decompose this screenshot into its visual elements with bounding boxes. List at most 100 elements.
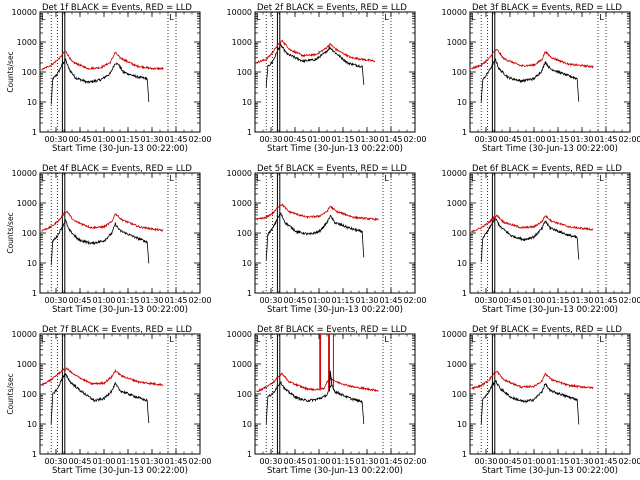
corner-marker: L (599, 174, 604, 183)
corner-marker: L (599, 335, 604, 344)
y-tick-label: 100 (452, 390, 467, 399)
corner-marker: L (471, 13, 476, 22)
y-tick-label: 10000 (227, 169, 252, 178)
x-axis-label: Start Time (30-Jun-13 00:22:00) (267, 305, 403, 315)
x-tick-label: 01:15 (116, 135, 139, 144)
x-axis-label: Start Time (30-Jun-13 00:22:00) (482, 144, 618, 154)
x-tick-label: 01:00 (92, 296, 115, 305)
y-tick-label: 1000 (447, 38, 467, 47)
x-tick-label: 02:00 (188, 457, 211, 466)
x-tick-label: 02:00 (618, 135, 640, 144)
y-tick-label: 100 (452, 229, 467, 238)
y-tick-label: 1 (247, 450, 252, 459)
panel-title: Det 3f BLACK = Events, RED = LLD (472, 3, 622, 13)
y-tick-label: 1000 (232, 38, 252, 47)
x-tick-label: 00:30 (44, 457, 67, 466)
y-tick-label: 1000 (232, 360, 252, 369)
y-tick-label: 1 (32, 289, 37, 298)
x-axis-label: Start Time (30-Jun-13 00:22:00) (482, 305, 618, 315)
x-tick-label: 01:00 (307, 296, 330, 305)
y-tick-label: 10 (457, 98, 467, 107)
x-tick-label: 01:45 (379, 296, 402, 305)
x-axis-label: Start Time (30-Jun-13 00:22:00) (267, 144, 403, 154)
corner-marker: L (471, 335, 476, 344)
x-tick-label: 00:45 (283, 296, 306, 305)
y-tick-label: 1000 (17, 38, 37, 47)
y-tick-label: 10000 (442, 169, 467, 178)
x-axis-label: Start Time (30-Jun-13 00:22:00) (52, 305, 188, 315)
x-tick-label: 00:45 (498, 135, 521, 144)
y-tick-label: 100 (22, 390, 37, 399)
x-tick-label: 01:00 (307, 457, 330, 466)
series-line-lld (471, 48, 594, 70)
y-tick-label: 1 (462, 289, 467, 298)
panel-title: Det 5f BLACK = Events, RED = LLD (257, 164, 407, 174)
x-tick-label: 01:15 (331, 296, 354, 305)
x-tick-label: 01:15 (546, 457, 569, 466)
y-axis-label: Counts/sec (6, 373, 15, 414)
series-line-events (480, 217, 580, 262)
y-axis-label: Counts/sec (6, 212, 15, 253)
x-tick-label: 00:30 (259, 296, 282, 305)
x-tick-label: 01:15 (116, 296, 139, 305)
y-tick-label: 1 (462, 128, 467, 137)
x-tick-label: 00:30 (474, 296, 497, 305)
x-tick-label: 01:15 (546, 135, 569, 144)
x-tick-label: 02:00 (403, 296, 426, 305)
x-tick-label: 01:15 (331, 457, 354, 466)
corner-marker: L (471, 174, 476, 183)
y-tick-label: 100 (237, 68, 252, 77)
y-tick-label: 10000 (442, 8, 467, 17)
series-line-lld (41, 50, 164, 71)
corner-marker: L (41, 13, 46, 22)
y-tick-label: 10 (457, 259, 467, 268)
y-tick-label: 10000 (12, 330, 37, 339)
series-line-lld (471, 214, 594, 233)
x-tick-label: 01:00 (92, 135, 115, 144)
x-tick-label: 01:30 (570, 296, 593, 305)
y-tick-label: 10 (27, 259, 37, 268)
x-tick-label: 00:45 (68, 296, 91, 305)
x-tick-label: 01:00 (522, 457, 545, 466)
y-tick-label: 10 (27, 98, 37, 107)
x-tick-label: 00:30 (474, 135, 497, 144)
panel-2: 1 10 100 1000 10000 00:30 00:45 01:00 01:15 01:30… (227, 3, 427, 154)
y-tick-label: 1000 (447, 199, 467, 208)
y-tick-label: 100 (237, 229, 252, 238)
y-tick-label: 1000 (447, 360, 467, 369)
corner-marker: L (384, 335, 389, 344)
series-line-lld (256, 203, 379, 221)
panel-title: Det 8f BLACK = Events, RED = LLD (257, 325, 407, 335)
y-tick-label: 100 (452, 68, 467, 77)
events-spike (328, 370, 333, 392)
panel-4: 1 10 100 1000 10000 00:30 00:45 01:00 01:15 01:30… (6, 164, 212, 315)
series-line-lld (41, 366, 164, 387)
x-axis-label: Start Time (30-Jun-13 00:22:00) (52, 144, 188, 154)
y-tick-label: 10 (457, 420, 467, 429)
corner-marker: L (256, 13, 261, 22)
x-axis-label: Start Time (30-Jun-13 00:22:00) (267, 466, 403, 476)
x-tick-label: 01:45 (594, 457, 617, 466)
x-axis-label: Start Time (30-Jun-13 00:22:00) (482, 466, 618, 476)
panel-title: Det 7f BLACK = Events, RED = LLD (42, 325, 192, 335)
y-tick-label: 1000 (232, 199, 252, 208)
series-line-events (50, 218, 150, 266)
panel-title: Det 1f BLACK = Events, RED = LLD (42, 3, 192, 13)
series-line-lld (256, 372, 379, 393)
x-tick-label: 01:45 (594, 135, 617, 144)
x-tick-label: 01:00 (92, 457, 115, 466)
x-tick-label: 00:30 (44, 135, 67, 144)
series-line-events (480, 379, 580, 425)
panel-1: 1 10 100 1000 10000 00:30 00:45 01:00 01:15 01:30… (6, 3, 212, 154)
x-tick-label: 00:45 (283, 457, 306, 466)
corner-marker: L (169, 174, 174, 183)
y-tick-label: 1 (32, 128, 37, 137)
panel-title: Det 6f BLACK = Events, RED = LLD (472, 164, 622, 174)
series-line-events (480, 58, 580, 103)
x-tick-label: 01:00 (522, 135, 545, 144)
panel-5: 1 10 100 1000 10000 00:30 00:45 01:00 01:15 01:30… (227, 164, 427, 315)
y-tick-label: 100 (22, 68, 37, 77)
x-tick-label: 00:45 (68, 135, 91, 144)
panel-9: 1 10 100 1000 10000 00:30 00:45 01:00 01:15 01:30… (442, 325, 640, 476)
x-tick-label: 01:30 (140, 296, 163, 305)
